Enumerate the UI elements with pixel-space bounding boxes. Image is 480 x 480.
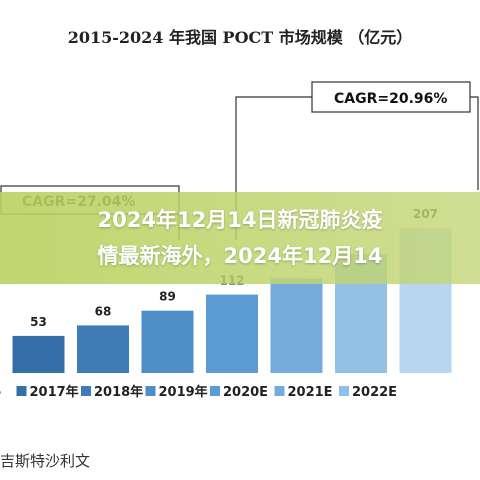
data-label-1: 53 — [30, 315, 47, 329]
headline-banner[interactable]: 2024年12月14日新冠肺炎疫 情最新海外，2024年12月14 — [0, 192, 480, 284]
legend-group: 2016 2017年 2018年 2019年 2020E 2021E 2022E — [0, 384, 397, 400]
legend-swatch-2 — [81, 386, 91, 396]
legend-swatch-1 — [16, 386, 27, 396]
bars-group — [12, 228, 452, 373]
data-label-3: 89 — [159, 290, 176, 304]
bar-5 — [270, 278, 323, 373]
category-label-5: 2021E — [288, 385, 333, 400]
bar-3 — [141, 310, 194, 373]
bar-1 — [12, 335, 65, 373]
bar-2 — [77, 325, 129, 373]
category-label-4: 2020E — [223, 385, 268, 400]
headline-line-1[interactable]: 2024年12月14日新冠肺炎疫 — [97, 208, 383, 232]
category-label-6: 2022E — [352, 385, 397, 400]
cagr-connector-2b — [470, 96, 479, 190]
source-text: 吉斯特沙利文 — [0, 452, 91, 470]
bar-4 — [206, 294, 258, 373]
legend-swatch-5 — [274, 386, 285, 396]
category-label-3: 2019年 — [159, 384, 208, 400]
legend-swatch-3 — [145, 386, 156, 396]
category-label-2: 2018年 — [94, 384, 143, 400]
headline-line-2[interactable]: 情最新海外，2024年12月14 — [97, 244, 383, 268]
chart-title: 2015-2024 年我国 POCT 市场规模 （亿元） — [67, 28, 413, 47]
data-label-2: 68 — [95, 304, 112, 318]
category-label-1: 2017年 — [30, 384, 79, 400]
legend-swatch-6 — [339, 386, 349, 396]
category-label-0: 2016 — [0, 385, 1, 400]
legend-swatch-4 — [210, 386, 220, 396]
cagr-box-2 — [311, 81, 471, 113]
cagr-label-2: CAGR=20.96% — [334, 91, 447, 107]
